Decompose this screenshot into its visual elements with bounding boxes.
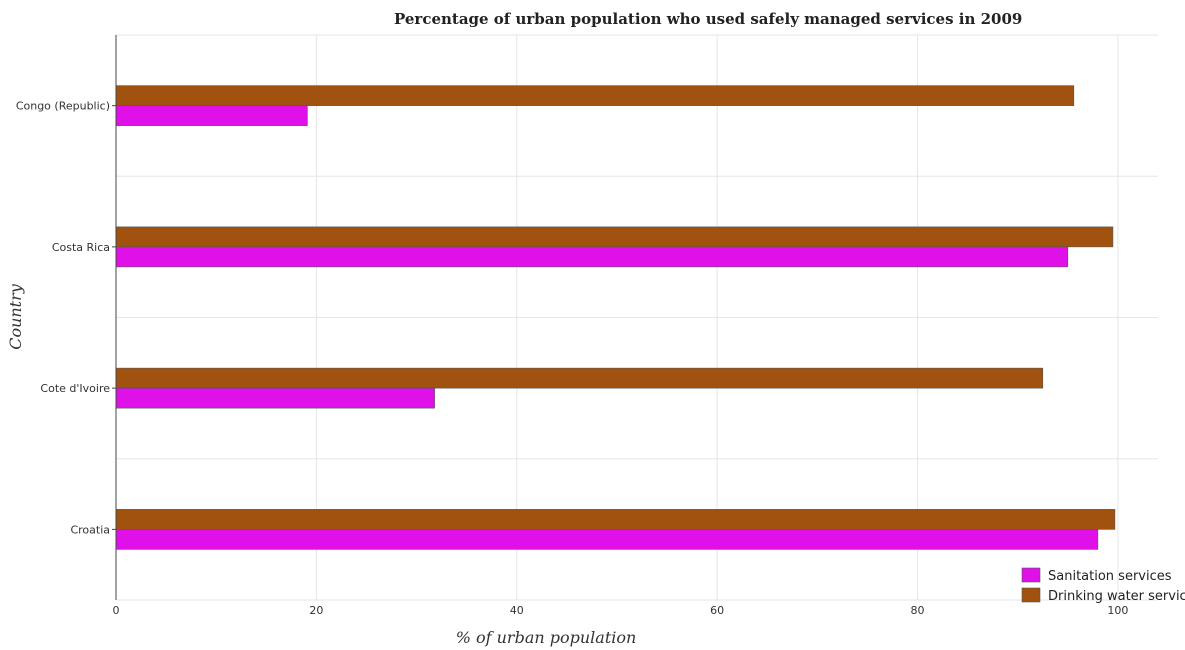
legend: Sanitation services Drinking water servic… (1021, 567, 1185, 604)
bar-sanitation (115, 105, 308, 126)
legend-swatch (1021, 587, 1041, 603)
bar-drinking-water (115, 85, 1075, 106)
x-tick-label: 80 (911, 604, 925, 617)
x-tick-label: 0 (113, 604, 120, 617)
bar-sanitation (115, 387, 435, 409)
x-tick-label: 40 (510, 604, 524, 617)
y-category-label: Croatia (70, 523, 110, 536)
grid (115, 34, 1158, 601)
legend-swatch (1021, 567, 1041, 583)
y-category-label: Costa Rica (52, 241, 110, 254)
x-tick-label: 60 (710, 604, 724, 617)
y-category-labels: Congo (Republic) Costa Rica Cote d'Ivoire C… (16, 100, 116, 536)
chart-title: Percentage of urban population who used … (394, 10, 1022, 28)
bar-drinking-water (115, 367, 1044, 389)
y-category-label: Cote d'Ivoire (40, 382, 110, 395)
bar-drinking-water (115, 226, 1114, 248)
bar-sanitation (115, 529, 1099, 550)
x-tick-label: 20 (309, 604, 323, 617)
x-tick-labels: 0 20 40 60 80 100 (113, 604, 1129, 617)
legend-label: Drinking water services (1048, 589, 1185, 604)
legend-label: Sanitation services (1048, 569, 1172, 584)
bars (115, 85, 1116, 550)
x-tick-label: 100 (1107, 604, 1128, 617)
y-axis-label: Country (6, 283, 25, 350)
y-category-label: Congo (Republic) (16, 100, 110, 113)
bar-sanitation (115, 246, 1069, 268)
x-axis-label: % of urban population (456, 628, 637, 647)
bar-drinking-water (115, 509, 1116, 530)
